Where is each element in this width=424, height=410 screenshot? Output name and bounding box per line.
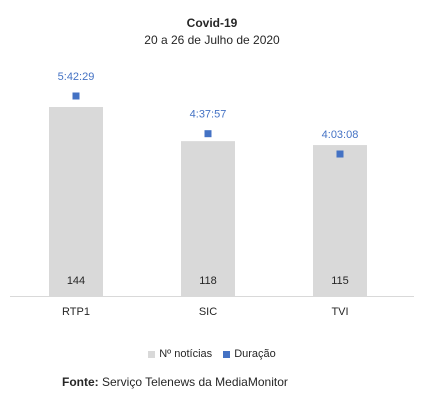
x-tick-label: RTP1 [62,306,90,318]
bar-value-label: 144 [67,275,85,287]
chart-subtitle: 20 a 26 de Julho de 2020 [144,33,280,47]
bar-rtp1 [49,107,103,296]
chart-title: Covid-19 [186,16,238,30]
duration-marker-sic [204,130,212,138]
x-tick-label: TVI [331,306,348,318]
duration-marker-rtp1 [72,92,80,100]
duration-marker-tvi [336,150,344,158]
x-tick-label: SIC [199,306,217,318]
duration-value-label: 4:03:08 [322,129,359,141]
bar-sic [181,141,235,296]
bar-tvi [313,145,367,296]
source-note: Fonte: Serviço Telenews da MediaMonitor [62,375,288,389]
legend-label-duracao: Duração [234,348,276,360]
source-label: Fonte: [62,375,99,389]
legend: Nº notícias Duração [0,348,424,361]
legend-item-noticias: Nº notícias [148,348,212,360]
legend-swatch-noticias [148,350,156,358]
legend-item-duracao: Duração [223,348,276,360]
legend-label-noticias: Nº notícias [159,348,213,360]
chart: 144 RTP1 5:42:29 118 SIC 4:37:57 115 TVI 4:03:08 [10,71,414,318]
bar-value-label: 115 [331,275,349,287]
bar-value-label: 118 [199,275,217,287]
legend-swatch-duracao [223,350,231,358]
duration-value-label: 5:42:29 [58,71,95,83]
source-text: Serviço Telenews da MediaMonitor [102,375,288,389]
duration-value-label: 4:37:57 [190,109,227,121]
